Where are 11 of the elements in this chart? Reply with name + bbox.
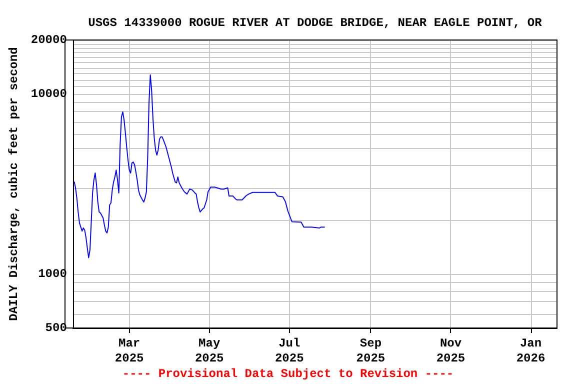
x-tick-label: Nov 2025 <box>436 336 466 366</box>
line-series <box>74 74 326 258</box>
text: ---- Provisional Data Subject to Revision ---- <box>122 367 454 381</box>
y-axis-title: DAILY Discharge, cubic feet per second <box>7 47 21 321</box>
x-tick-label: May 2025 <box>194 336 224 366</box>
x-tick-label: Sep 2025 <box>356 336 386 366</box>
y-tick-label: 20000 <box>30 33 67 47</box>
chart-title: USGS 14339000 ROGUE RIVER AT DODGE BRIDGE, NEAR EAGLE POINT, OR <box>88 16 543 30</box>
x-tick-label: Mar 2025 <box>114 336 144 366</box>
x-tick-label: Jan 2026 <box>516 336 546 366</box>
x-tick-label: Jul 2025 <box>274 336 304 366</box>
